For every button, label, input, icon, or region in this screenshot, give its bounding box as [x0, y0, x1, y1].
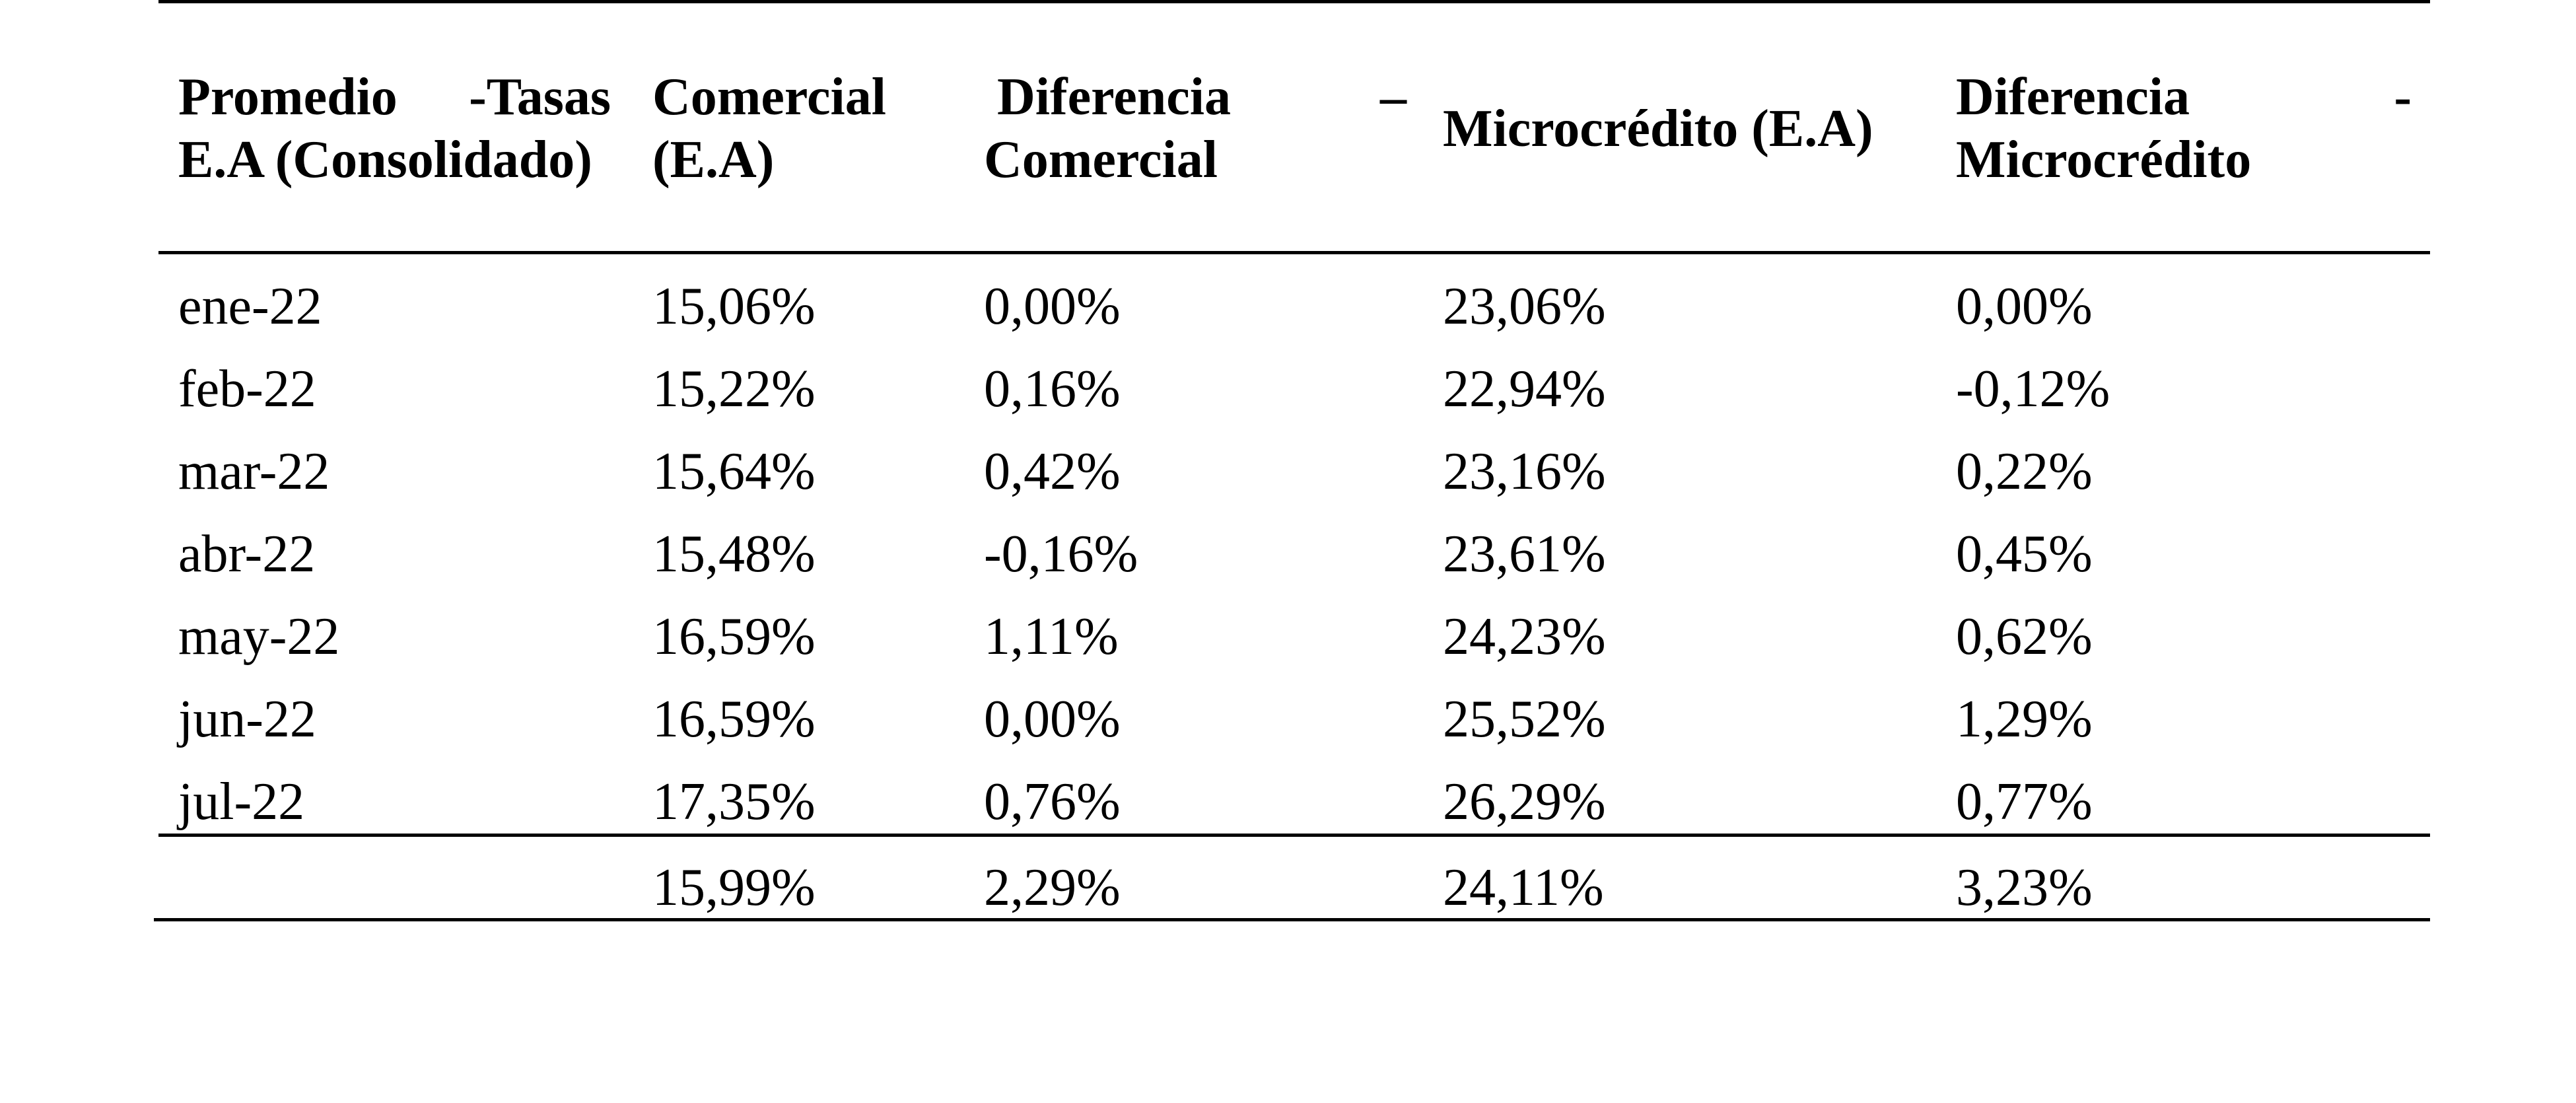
totals-top-rule	[158, 834, 2430, 837]
header-average-rates-word2: -Tasas	[469, 68, 611, 126]
cell-dif-comercial: 0,76%	[984, 773, 1121, 831]
cell-dif-microcredito: 0,62%	[1956, 608, 2093, 666]
cell-dif-comercial: -0,16%	[984, 525, 1138, 583]
cell-dif-microcredito: 0,45%	[1956, 525, 2093, 583]
cell-microcredito: 23,16%	[1443, 443, 1606, 501]
cell-month: jun-22	[178, 690, 316, 748]
cell-dif-microcredito: -0,12%	[1956, 360, 2110, 418]
header-bottom-rule	[158, 251, 2430, 254]
header-microcredito-label: Microcrédito (E.A)	[1443, 100, 1873, 158]
header-diferencia-comercial: Diferencia – Comercial	[984, 66, 1407, 192]
header-comercial: Comercial (E.A)	[652, 66, 886, 192]
cell-comercial: 16,59%	[652, 608, 816, 666]
cell-dif-comercial: 1,11%	[984, 608, 1119, 666]
cell-comercial: 16,59%	[652, 690, 816, 748]
cell-dif-comercial: 0,00%	[984, 690, 1121, 748]
header-comercial-line1: Comercial	[652, 68, 886, 126]
header-average-rates: Promedio -Tasas E.A (Consolidado)	[178, 66, 611, 192]
cell-month: abr-22	[178, 525, 316, 583]
header-diferencia-comercial-dash: –	[1380, 68, 1407, 126]
cell-comercial: 15,22%	[652, 360, 816, 418]
cell-dif-microcredito: 1,29%	[1956, 690, 2093, 748]
cell-month: feb-22	[178, 360, 316, 418]
header-diferencia-comercial-line2: Comercial	[984, 131, 1218, 189]
cell-dif-microcredito: 0,00%	[1956, 277, 2093, 336]
header-diferencia-microcredito-dash: -	[2394, 68, 2412, 126]
cell-microcredito: 26,29%	[1443, 773, 1606, 831]
header-diferencia-microcredito-line2: Microcrédito	[1956, 131, 2252, 189]
cell-microcredito: 22,94%	[1443, 360, 1606, 418]
total-comercial: 15,99%	[652, 859, 816, 917]
cell-comercial: 17,35%	[652, 773, 816, 831]
cell-dif-comercial: 0,00%	[984, 277, 1121, 336]
cell-microcredito: 25,52%	[1443, 690, 1606, 748]
top-rule	[158, 0, 2430, 3]
header-diferencia-comercial-word1: Diferencia	[997, 68, 1231, 126]
cell-month: mar-22	[178, 443, 330, 501]
header-diferencia-microcredito-word1: Diferencia	[1956, 68, 2190, 126]
total-dif-comercial: 2,29%	[984, 859, 1121, 917]
cell-microcredito: 24,23%	[1443, 608, 1606, 666]
cell-month: jul-22	[178, 773, 305, 831]
header-average-rates-word1: Promedio	[178, 68, 398, 126]
header-microcredito: Microcrédito (E.A)	[1443, 98, 1873, 160]
cell-dif-comercial: 0,42%	[984, 443, 1121, 501]
cell-month: may-22	[178, 608, 340, 666]
cell-microcredito: 23,61%	[1443, 525, 1606, 583]
cell-dif-microcredito: 0,77%	[1956, 773, 2093, 831]
cell-dif-microcredito: 0,22%	[1956, 443, 2093, 501]
cell-comercial: 15,06%	[652, 277, 816, 336]
cell-comercial: 15,64%	[652, 443, 816, 501]
cell-microcredito: 23,06%	[1443, 277, 1606, 336]
cell-month: ene-22	[178, 277, 322, 336]
cell-dif-comercial: 0,16%	[984, 360, 1121, 418]
total-microcredito: 24,11%	[1443, 859, 1604, 917]
header-average-rates-line2: E.A (Consolidado)	[178, 131, 592, 189]
bottom-rule	[154, 918, 2430, 921]
cell-comercial: 15,48%	[652, 525, 816, 583]
total-dif-microcredito: 3,23%	[1956, 859, 2093, 917]
header-comercial-line2: (E.A)	[652, 131, 775, 189]
header-diferencia-microcredito: Diferencia - Microcrédito	[1956, 66, 2412, 192]
